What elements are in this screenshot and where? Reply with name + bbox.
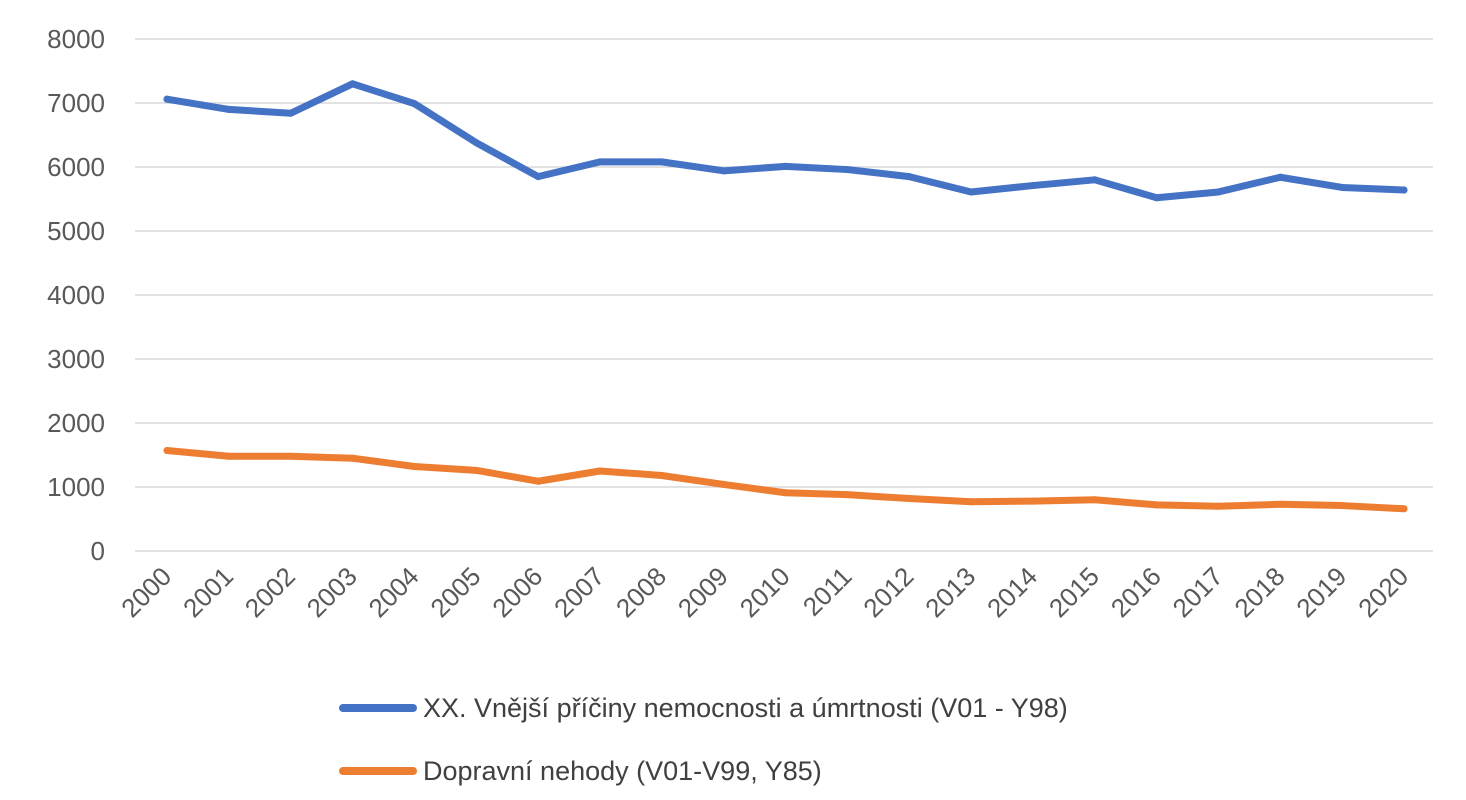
data-point: [1091, 176, 1099, 184]
data-point: [967, 498, 975, 506]
data-point: [472, 466, 480, 474]
x-tick-label: 2001: [177, 561, 239, 623]
y-tick-label: 8000: [47, 24, 105, 54]
data-point: [596, 158, 604, 166]
data-point: [225, 452, 233, 460]
data-point: [534, 173, 542, 181]
legend-label-outer-causes: XX. Vnější příčiny nemocnosti a úmrtnost…: [423, 693, 1068, 723]
data-point: [596, 467, 604, 475]
y-tick-label: 5000: [47, 216, 105, 246]
y-tick-label: 3000: [47, 344, 105, 374]
data-point: [1276, 173, 1284, 181]
data-point: [1276, 500, 1284, 508]
x-tick-label: 2003: [301, 561, 363, 623]
legend: XX. Vnější příčiny nemocnosti a úmrtnost…: [339, 693, 1068, 786]
data-point: [410, 100, 418, 108]
x-tick-label: 2010: [734, 561, 796, 623]
x-tick-label: 2015: [1043, 561, 1105, 623]
y-tick-label: 1000: [47, 472, 105, 502]
data-point: [658, 158, 666, 166]
y-tick-label: 4000: [47, 280, 105, 310]
y-axis-tick-labels: 0 1000 2000 3000 4000 5000 6000 7000 8000: [47, 24, 105, 566]
data-point: [905, 173, 913, 181]
data-point: [658, 471, 666, 479]
data-point: [534, 477, 542, 485]
data-point: [163, 447, 171, 455]
x-axis-tick-labels: 2000 2001 2002 2003 2004 2005 2006 2007 2008 2009…: [115, 561, 1414, 623]
x-tick-label: 2000: [115, 561, 177, 623]
data-point: [287, 452, 295, 460]
data-point: [1214, 188, 1222, 196]
data-point: [1338, 502, 1346, 510]
legend-label-traffic-accidents: Dopravní nehody (V01-V99, Y85): [423, 756, 822, 786]
data-point: [1400, 186, 1408, 194]
x-tick-label: 2018: [1228, 561, 1290, 623]
x-tick-label: 2006: [486, 561, 548, 623]
data-point: [782, 489, 789, 497]
data-point: [720, 480, 728, 488]
data-point: [1338, 183, 1346, 191]
data-point: [967, 188, 975, 196]
x-tick-label: 2016: [1105, 561, 1167, 623]
x-tick-label: 2002: [239, 561, 301, 623]
data-point: [1153, 194, 1161, 202]
x-tick-label: 2011: [797, 561, 858, 622]
series-lines: [163, 80, 1408, 513]
data-point: [349, 454, 357, 462]
y-tick-label: 2000: [47, 408, 105, 438]
data-point: [843, 166, 851, 174]
data-point: [1029, 497, 1037, 505]
x-tick-label: 2012: [857, 561, 919, 623]
y-tick-label: 6000: [47, 152, 105, 182]
x-tick-label: 2013: [919, 561, 981, 623]
y-tick-label: 7000: [47, 88, 105, 118]
data-point: [1153, 501, 1161, 509]
data-point: [1091, 496, 1099, 504]
data-point: [225, 105, 233, 113]
data-point: [720, 167, 728, 175]
y-tick-label: 0: [91, 536, 105, 566]
data-point: [1029, 182, 1037, 190]
data-point: [1214, 502, 1222, 510]
data-point: [905, 495, 913, 503]
x-tick-label: 2017: [1167, 561, 1229, 623]
data-point: [287, 109, 295, 117]
x-tick-label: 2019: [1290, 561, 1352, 623]
data-point: [472, 139, 480, 147]
x-tick-label: 2007: [548, 561, 610, 623]
data-point: [843, 491, 851, 499]
x-tick-label: 2020: [1352, 561, 1414, 623]
x-tick-label: 2005: [424, 561, 486, 623]
x-tick-label: 2004: [363, 561, 425, 623]
x-tick-label: 2008: [610, 561, 672, 623]
gridlines: [135, 38, 1433, 552]
data-point: [782, 162, 789, 170]
data-point: [410, 463, 418, 471]
series-line-0: [163, 80, 1408, 202]
data-point: [349, 80, 357, 88]
x-tick-label: 2009: [672, 561, 734, 623]
data-point: [163, 95, 171, 103]
data-point: [1400, 505, 1408, 513]
x-tick-label: 2014: [981, 561, 1043, 623]
